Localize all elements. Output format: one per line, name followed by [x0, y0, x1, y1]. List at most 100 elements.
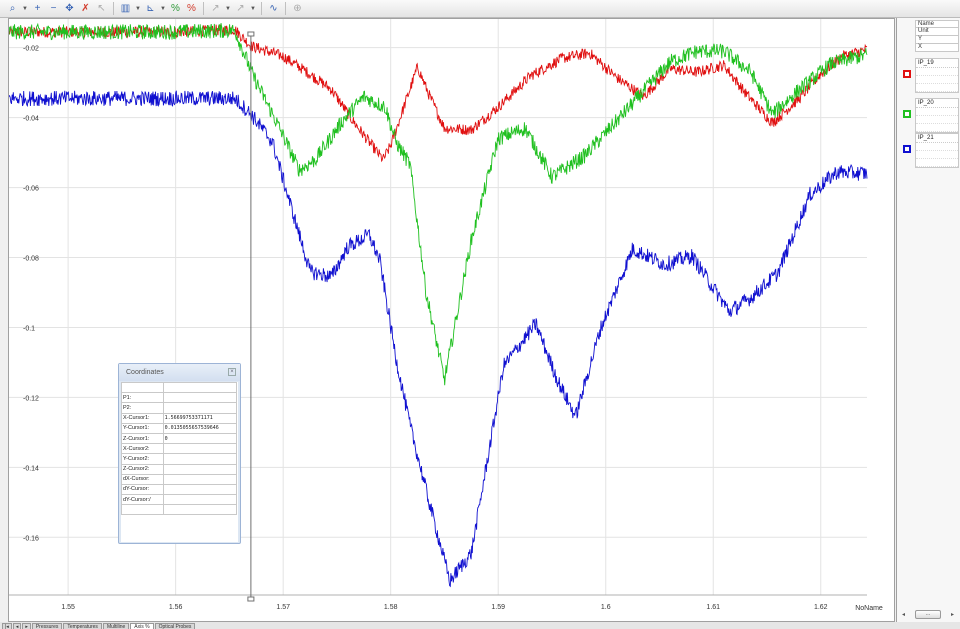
y-tick-label: -0.04	[23, 116, 39, 123]
zoom-tool-icon[interactable]: ⌕	[9, 2, 16, 14]
table-row: P1:	[121, 392, 238, 404]
scroll-thumb[interactable]: ...	[915, 609, 941, 619]
sheet-tabs: |◂ ◂ ▸ Pressures Temperatures Multiline …	[0, 622, 960, 629]
legend-blank-row	[916, 116, 958, 124]
row-value[interactable]: 0.0135055657539646	[162, 422, 238, 434]
legend-series-name: IP_20	[916, 99, 958, 108]
row-label: dY-Cursor:	[121, 483, 164, 496]
pointer-icon[interactable]: ↖	[97, 2, 106, 14]
legend-color-box[interactable]	[903, 70, 911, 78]
coordinates-table: P1: P2: X-Cursor1: 1.56699753371171 Y-Cur…	[121, 381, 238, 516]
table-row: Y-Cursor1: 0.0135055657539646	[121, 422, 238, 434]
delete-icon[interactable]: ✗	[81, 2, 90, 14]
legend-blank-row	[916, 124, 958, 132]
row-label: Z-Cursor2:	[121, 463, 164, 475]
tab-nav-first[interactable]: |◂	[2, 623, 12, 629]
table-row	[121, 381, 238, 394]
cursor-icon[interactable]: ↗	[211, 2, 220, 14]
chevron-down-icon[interactable]: ▼	[160, 5, 166, 12]
legend-entry-ip20[interactable]: IP_20	[897, 98, 960, 140]
legend-table: IP_19	[915, 58, 959, 93]
legend-entry-ip19[interactable]: IP_19	[897, 58, 960, 100]
scroll-right-icon[interactable]: ▸	[950, 611, 954, 618]
cursor-options-icon[interactable]: ↗	[236, 2, 245, 14]
series-line-ip_21[interactable]	[9, 90, 868, 588]
toolbar: ⌕ ▼ + − ✥ ✗ ↖ ▥ ▼ ⊾ ▼ % % ↗ ▼ ↗ ▼ ∿ ⊕	[0, 0, 960, 18]
x-tick-label: 1.58	[384, 604, 398, 611]
measure-icon[interactable]: ∿	[269, 2, 278, 14]
series-line-ip_20[interactable]	[9, 22, 868, 386]
row-value[interactable]	[162, 494, 238, 506]
row-value[interactable]	[162, 392, 238, 404]
tab-optical-probes[interactable]: Optical Probes	[154, 623, 196, 629]
legend-header-y: Y	[915, 36, 959, 44]
row-label: Y-Cursor2:	[121, 453, 164, 465]
tab-temperatures[interactable]: Temperatures	[63, 623, 102, 629]
row-value[interactable]	[162, 473, 238, 485]
chevron-down-icon[interactable]: ▼	[225, 5, 231, 12]
row-value[interactable]	[162, 443, 238, 455]
legend-blank-row	[916, 76, 958, 84]
cursor-handle-top[interactable]	[247, 31, 255, 37]
chart-type-icon[interactable]: ▥	[120, 2, 131, 14]
row-label: X-Cursor2:	[121, 443, 164, 455]
lock-icon[interactable]: ⊕	[293, 2, 302, 14]
legend-header-unit: Unit	[915, 28, 959, 36]
series-line-ip_19[interactable]	[9, 24, 868, 163]
toolbar-separator	[261, 2, 262, 15]
chevron-down-icon[interactable]: ▼	[22, 5, 28, 12]
tab-axis-percent[interactable]: Axis %	[130, 623, 154, 629]
toolbar-separator	[285, 2, 286, 15]
coordinates-panel[interactable]: Coordinates × P1: P2: X-Cursor1: 1.566997…	[118, 363, 241, 544]
coordinates-title[interactable]: Coordinates	[119, 364, 240, 381]
plus-icon[interactable]: +	[34, 2, 41, 14]
x-tick-label: 1.55	[61, 604, 75, 611]
y-tick-label: -0.14	[23, 465, 39, 472]
table-row: X-Cursor2:	[121, 443, 238, 455]
table-row: P2:	[121, 402, 238, 414]
tab-nav-next[interactable]: ▸	[22, 623, 31, 629]
x-tick-label: 1.59	[491, 604, 505, 611]
legend-header-name: Name	[915, 20, 959, 28]
row-value[interactable]	[162, 463, 238, 475]
cursor-handle-bottom[interactable]	[247, 596, 255, 602]
chevron-down-icon[interactable]: ▼	[250, 5, 256, 12]
toolbar-separator	[113, 2, 114, 15]
x-tick-label: 1.56	[169, 604, 183, 611]
table-row: Z-Cursor2:	[121, 463, 238, 475]
chevron-down-icon[interactable]: ▼	[135, 5, 141, 12]
row-label: dY-Cursor:/	[121, 494, 164, 506]
row-value[interactable]	[162, 453, 238, 465]
table-row: dY-Cursor:	[121, 483, 238, 496]
minus-icon[interactable]: −	[50, 2, 57, 14]
x-tick-label: 1.57	[276, 604, 290, 611]
row-label: Y-Cursor1:	[121, 422, 164, 434]
row-value[interactable]: 1.56699753371171	[162, 412, 238, 424]
axis-icon[interactable]: ⊾	[146, 2, 155, 14]
table-row	[121, 504, 238, 516]
close-icon[interactable]: ×	[228, 368, 236, 376]
y-tick-label: -0.02	[23, 46, 39, 53]
tab-nav-prev[interactable]: ◂	[12, 623, 22, 629]
pan-icon[interactable]: ✥	[65, 2, 74, 14]
y-tick-label: -0.08	[23, 256, 39, 263]
y-tick-label: -0.12	[23, 395, 39, 402]
table-row: Y-Cursor2:	[121, 453, 238, 465]
scale-percent-icon[interactable]: %	[171, 2, 180, 14]
legend-color-box[interactable]	[903, 145, 911, 153]
legend-entry-ip21[interactable]: IP_21	[897, 133, 960, 175]
tab-pressures[interactable]: Pressures	[31, 623, 63, 629]
tab-multiline[interactable]: Multiline	[102, 623, 130, 629]
scale-reset-icon[interactable]: %	[187, 2, 196, 14]
row-value[interactable]: 0	[162, 432, 238, 445]
table-row: Z-Cursor1: 0	[121, 432, 238, 445]
scroll-left-icon[interactable]: ◂	[902, 611, 906, 618]
legend-scrollbar[interactable]: ◂ ... ▸	[902, 608, 954, 620]
legend-series-name: IP_21	[916, 134, 958, 143]
table-row: X-Cursor1: 1.56699753371171	[121, 412, 238, 424]
row-value[interactable]	[162, 402, 238, 414]
table-row: dX-Cursor:	[121, 473, 238, 485]
legend-color-box[interactable]	[903, 110, 911, 118]
legend-blank-row	[916, 143, 958, 151]
row-value[interactable]	[162, 483, 238, 496]
